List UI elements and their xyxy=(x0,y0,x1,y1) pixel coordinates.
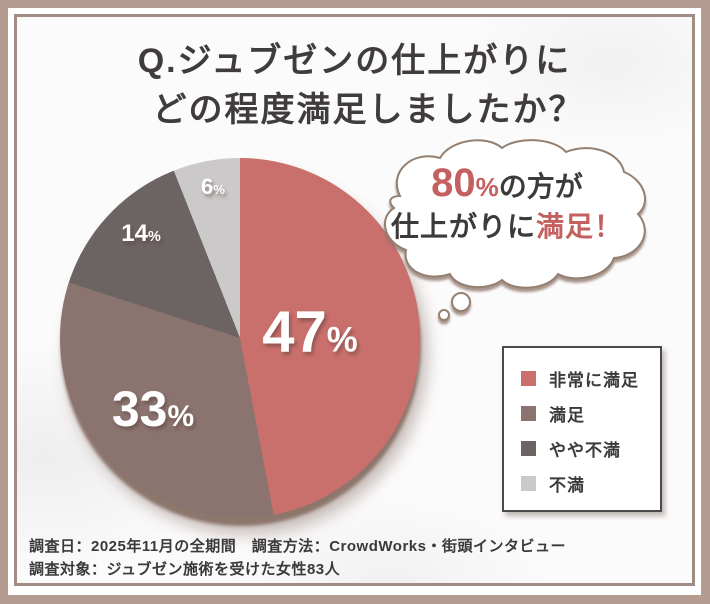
legend-label: 非常に満足 xyxy=(549,371,639,390)
percent-sign: % xyxy=(475,172,499,202)
legend-label: 満足 xyxy=(549,406,585,425)
survey-infographic: Q.ジュブゼンの仕上がりに どの程度満足しましたか？ 47% 33% 14% 6… xyxy=(14,14,695,586)
bubble-text-line2: 仕上がりに満足！ xyxy=(375,207,639,247)
chart-legend: 非常に満足 満足 やや不満 不満 xyxy=(502,346,662,512)
speech-bubble xyxy=(384,139,646,321)
legend-item: 不満 xyxy=(521,466,660,501)
pie-value-satisfied: 33 xyxy=(111,381,168,437)
bubble-text-line1: 80%の方が xyxy=(375,163,639,207)
bubble-highlight-value: 80 xyxy=(431,161,476,205)
pie-chart: 47% 33% 14% 6% xyxy=(60,158,420,518)
pie-label-very-satisfied: 47% xyxy=(262,299,357,366)
legend-label: 不満 xyxy=(549,476,585,495)
pie-value-very-satisfied: 47 xyxy=(262,299,327,365)
bubble-line2-plain: 仕上がりに xyxy=(390,211,536,242)
legend-swatch xyxy=(521,476,536,491)
legend-label: やや不満 xyxy=(549,441,621,460)
legend-swatch xyxy=(521,406,536,421)
question-title-line1: Q.ジュブゼンの仕上がりに xyxy=(137,42,572,80)
pie-label-slightly-dissatisfied: 14% xyxy=(121,220,161,248)
bubble-line2-highlight: 満足！ xyxy=(536,211,624,242)
percent-sign: % xyxy=(326,320,358,360)
speech-bubble-shape xyxy=(384,139,646,289)
survey-meta-line2: 調査対象：ジュブゼン施術を受けた女性83人 xyxy=(29,561,341,578)
legend-swatch xyxy=(521,441,536,456)
pie-value-slightly-dissatisfied: 14 xyxy=(121,220,148,247)
legend-item: 非常に満足 xyxy=(521,361,660,396)
percent-sign: % xyxy=(213,182,225,197)
pie-value-dissatisfied: 6 xyxy=(201,174,214,199)
survey-meta-line1: 調査日：2025年11月の全期間 調査方法：CrowdWorks・街頭インタビュ… xyxy=(29,538,566,555)
pie-label-satisfied: 33% xyxy=(112,380,194,438)
legend-item: 満足 xyxy=(521,396,660,431)
question-title-line2: どの程度満足しましたか？ xyxy=(152,91,585,129)
percent-sign: % xyxy=(167,400,195,433)
legend-item: やや不満 xyxy=(521,431,660,466)
pie-label-dissatisfied: 6% xyxy=(201,174,225,200)
legend-swatch xyxy=(521,371,536,386)
page-title: Q.ジュブゼンの仕上がりに どの程度満足しましたか？ xyxy=(17,37,692,135)
thought-bubble-dot-large xyxy=(451,292,471,312)
survey-meta: 調査日：2025年11月の全期間 調査方法：CrowdWorks・街頭インタビュ… xyxy=(29,535,566,581)
thought-bubble-dot-small xyxy=(438,309,450,321)
bubble-line1-rest: の方が xyxy=(498,171,583,202)
bubble-text: 80%の方が 仕上がりに満足！ xyxy=(375,163,639,247)
percent-sign: % xyxy=(147,229,161,245)
